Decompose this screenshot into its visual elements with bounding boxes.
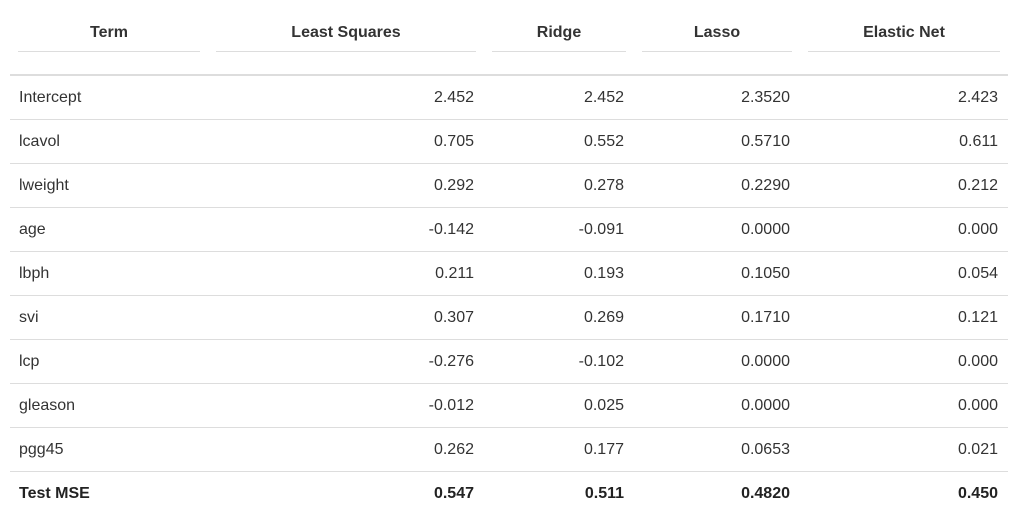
cell-elastic-net: 0.611	[800, 119, 1008, 164]
table-row: lbph 0.211 0.193 0.1050 0.054	[10, 251, 1008, 296]
table-row: svi 0.307 0.269 0.1710 0.121	[10, 295, 1008, 340]
cell-term: lcavol	[10, 119, 208, 164]
header-lasso: Lasso	[634, 0, 800, 76]
cell-elastic-net: 0.000	[800, 207, 1008, 252]
table-header: Term Least Squares Ridge Lasso Elastic N…	[10, 0, 1008, 76]
header-elastic-net: Elastic Net	[800, 0, 1008, 76]
cell-lasso: 2.3520	[634, 75, 800, 120]
cell-elastic-net: 0.054	[800, 251, 1008, 296]
table-row: pgg45 0.262 0.177 0.0653 0.021	[10, 427, 1008, 472]
cell-least-squares: -0.012	[208, 383, 484, 428]
cell-elastic-net: 0.000	[800, 383, 1008, 428]
cell-elastic-net: 0.000	[800, 339, 1008, 384]
cell-term: gleason	[10, 383, 208, 428]
cell-lasso: 0.1050	[634, 251, 800, 296]
cell-ridge: 0.511	[584, 484, 624, 502]
cell-ridge: 0.269	[484, 295, 634, 340]
cell-ridge: 0.177	[484, 427, 634, 472]
table-row: age -0.142 -0.091 0.0000 0.000	[10, 207, 1008, 252]
cell-term: Test MSE	[19, 484, 90, 502]
cell-elastic-net: 0.021	[800, 427, 1008, 472]
cell-least-squares: 0.547	[433, 484, 474, 502]
cell-least-squares: 0.307	[208, 295, 484, 340]
cell-ridge: 0.278	[484, 163, 634, 208]
cell-ridge: 0.193	[484, 251, 634, 296]
table-row-test-mse: Test MSE 0.547 0.511 0.4820 0.450	[10, 472, 1008, 516]
coefficients-table: Term Least Squares Ridge Lasso Elastic N…	[10, 0, 1008, 515]
cell-lasso: 0.5710	[634, 119, 800, 164]
header-least-squares-label: Least Squares	[216, 24, 476, 52]
cell-lasso: 0.1710	[634, 295, 800, 340]
cell-term: pgg45	[10, 427, 208, 472]
cell-least-squares: -0.142	[208, 207, 484, 252]
cell-term: svi	[10, 295, 208, 340]
table-body: Intercept 2.452 2.452 2.3520 2.423 lcavo…	[10, 75, 1008, 515]
cell-least-squares: 0.292	[208, 163, 484, 208]
cell-lasso: 0.0000	[634, 207, 800, 252]
cell-elastic-net: 0.121	[800, 295, 1008, 340]
header-term-label: Term	[18, 24, 200, 52]
cell-term: lweight	[10, 163, 208, 208]
table-row: gleason -0.012 0.025 0.0000 0.000	[10, 383, 1008, 428]
header-lasso-label: Lasso	[642, 24, 792, 52]
table-row: lcavol 0.705 0.552 0.5710 0.611	[10, 119, 1008, 164]
cell-term: lcp	[10, 339, 208, 384]
header-elastic-net-label: Elastic Net	[808, 24, 1000, 52]
cell-least-squares: 0.211	[208, 251, 484, 296]
header-least-squares: Least Squares	[208, 0, 484, 76]
header-ridge-label: Ridge	[492, 24, 626, 52]
table-row: lweight 0.292 0.278 0.2290 0.212	[10, 163, 1008, 208]
header-ridge: Ridge	[484, 0, 634, 76]
cell-least-squares: 0.262	[208, 427, 484, 472]
cell-elastic-net: 2.423	[800, 75, 1008, 120]
cell-elastic-net: 0.212	[800, 163, 1008, 208]
cell-term: Intercept	[10, 75, 208, 120]
cell-term: age	[10, 207, 208, 252]
cell-ridge: -0.102	[484, 339, 634, 384]
cell-term: lbph	[10, 251, 208, 296]
cell-elastic-net: 0.450	[957, 484, 998, 502]
cell-lasso: 0.2290	[634, 163, 800, 208]
cell-ridge: -0.091	[484, 207, 634, 252]
cell-lasso: 0.0000	[634, 383, 800, 428]
header-row: Term Least Squares Ridge Lasso Elastic N…	[10, 0, 1008, 76]
header-term: Term	[10, 0, 208, 76]
cell-ridge: 0.552	[484, 119, 634, 164]
cell-least-squares: 2.452	[208, 75, 484, 120]
cell-least-squares: 0.705	[208, 119, 484, 164]
cell-lasso: 0.4820	[741, 484, 790, 502]
cell-lasso: 0.0653	[634, 427, 800, 472]
cell-ridge: 2.452	[484, 75, 634, 120]
table-row: lcp -0.276 -0.102 0.0000 0.000	[10, 339, 1008, 384]
table-row: Intercept 2.452 2.452 2.3520 2.423	[10, 75, 1008, 120]
cell-least-squares: -0.276	[208, 339, 484, 384]
cell-lasso: 0.0000	[634, 339, 800, 384]
cell-ridge: 0.025	[484, 383, 634, 428]
